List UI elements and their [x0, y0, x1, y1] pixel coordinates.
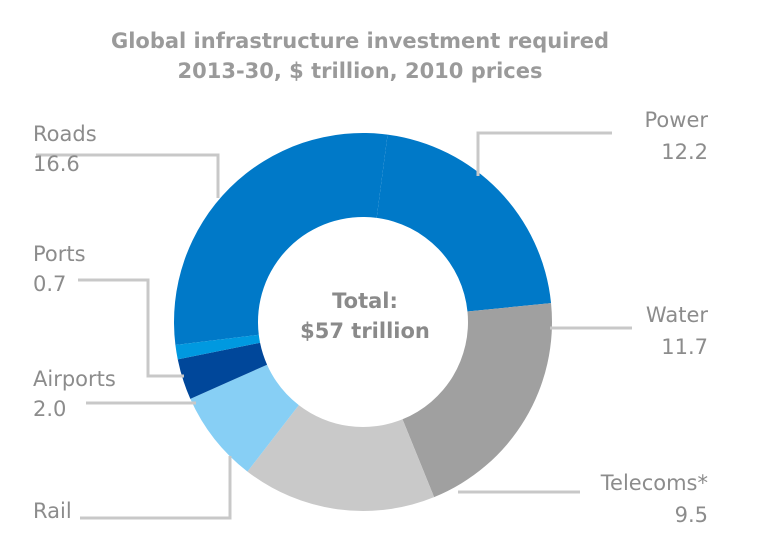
- leader-line: [80, 456, 232, 520]
- value-label: 9.5: [675, 503, 708, 527]
- donut-segment: [247, 405, 435, 512]
- donut-segment: [174, 133, 388, 346]
- chart-subtitle: 2013-30, $ trillion, 2010 prices: [178, 59, 543, 83]
- value-label: 0.7: [33, 272, 66, 296]
- category-label: Ports: [33, 242, 86, 266]
- donut: [174, 133, 552, 512]
- value-label: 12.2: [661, 140, 708, 164]
- value-label: 11.7: [661, 335, 708, 359]
- chart-title: Global infrastructure investment require…: [111, 29, 609, 53]
- category-label: Roads: [33, 122, 97, 146]
- donut-segment: [177, 342, 268, 399]
- leader-line: [36, 153, 220, 198]
- center-label: Total:: [332, 289, 398, 313]
- leader-line: [476, 131, 612, 176]
- donut-segment: [376, 134, 552, 312]
- category-label: Rail: [33, 499, 72, 523]
- category-label: Airports: [33, 367, 116, 391]
- value-label: 2.0: [33, 397, 66, 421]
- leader-line: [78, 278, 184, 378]
- donut-segment: [402, 303, 552, 498]
- value-label: 16.6: [33, 152, 80, 176]
- donut-segment: [175, 334, 261, 360]
- category-label: Water: [646, 303, 708, 327]
- category-label: Telecoms*: [600, 471, 708, 495]
- center-label: $57 trillion: [300, 319, 430, 343]
- category-label: Power: [645, 108, 709, 132]
- donut-segment: [190, 364, 299, 472]
